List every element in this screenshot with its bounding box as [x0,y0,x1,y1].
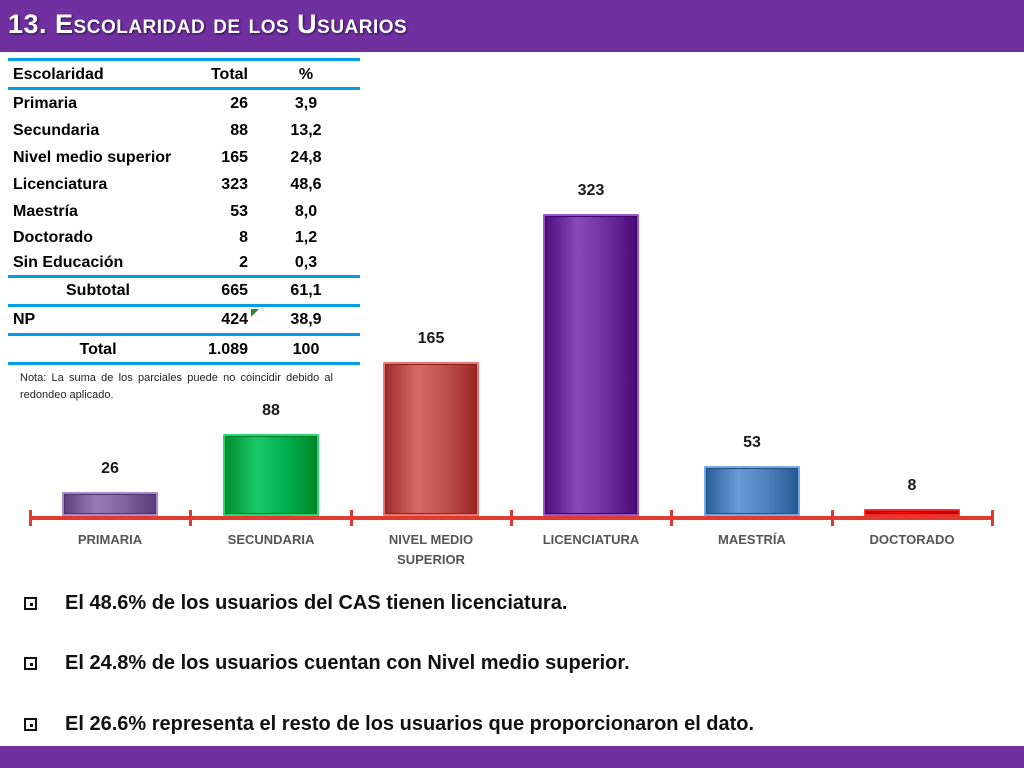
row-pct: 0,3 [294,254,318,271]
checkbox-bullet-icon [24,597,37,610]
table-bottom-line [8,362,360,365]
x-axis-tick [991,510,994,526]
row-total: 165 [221,149,248,166]
table-row: Maestría 53 8,0 [8,199,360,225]
table-top-line [8,58,360,61]
total-pct: 100 [292,341,320,358]
x-axis-tick [350,510,353,526]
row-total: 2 [239,254,248,271]
bullet-text: El 26.6% representa el resto de los usua… [65,713,755,735]
category-label: PRIMARIA [77,532,143,547]
table-np-line [8,304,360,307]
table-row: Sin Educación 2 0,3 [8,250,360,276]
bar-value-label: 8 [907,477,917,494]
category-label: NIVEL MEDIO SUPERIOR [388,532,474,567]
category-label: LICENCIATURA [542,532,640,547]
x-axis-tick [831,510,834,526]
table-row: Primaria 26 3,9 [8,91,360,117]
table-header-row: Escolaridad Total % [8,62,360,88]
bar-value-label: 323 [577,182,605,199]
table-header-line [8,87,360,90]
bar [383,362,479,516]
category-label: SECUNDARIA [227,532,315,547]
row-name: Nivel medio superior [13,149,172,166]
table-total-row: Total 1.089 100 [8,337,360,363]
table-total-line [8,333,360,336]
table-row: Doctorado 8 1,2 [8,225,360,251]
category-label: DOCTORADO [869,532,955,547]
row-name: Primaria [13,95,78,112]
subtotal-total: 665 [221,282,248,299]
header-total: Total [210,66,248,83]
title-bar: 13. Escolaridad de los Usuarios [0,0,1024,52]
table-subtotal-row: Subtotal 665 61,1 [8,278,360,304]
row-pct: 8,0 [294,203,318,220]
checkbox-bullet-icon [24,657,37,670]
x-axis-tick [510,510,513,526]
bar-value-label: 88 [262,402,280,419]
subtotal-label: Subtotal [66,282,130,299]
np-pct: 38,9 [290,311,322,328]
bar-value-label: 26 [101,460,119,477]
row-name: Licenciatura [13,176,108,193]
subtotal-pct: 61,1 [290,282,322,299]
row-total: 53 [230,203,248,220]
checkbox-bullet-icon [24,718,37,731]
bullet-text: El 48.6% de los usuarios del CAS tienen … [65,592,568,614]
bar-value-label: 165 [417,330,445,347]
np-label: NP [13,311,36,328]
bar [223,434,319,516]
row-pct: 1,2 [294,229,318,246]
row-total: 26 [230,95,248,112]
table-subtotal-line [8,275,360,278]
row-pct: 13,2 [290,122,322,139]
slide-title: 13. Escolaridad de los Usuarios [8,9,408,39]
row-name: Sin Educación [13,254,124,271]
row-pct: 3,9 [294,95,318,112]
x-axis-tick [670,510,673,526]
table-row: Nivel medio superior 165 24,8 [8,145,360,171]
x-axis-tick [29,510,32,526]
row-pct: 24,8 [290,149,322,166]
category-label: MAESTRÍA [718,532,786,547]
bar-value-label: 53 [743,434,761,451]
bar [543,214,639,516]
header-escolaridad: Escolaridad [13,66,104,83]
row-total: 8 [239,229,248,246]
row-total: 88 [230,122,248,139]
row-pct: 48,6 [290,176,322,193]
bullet-text: El 24.8% de los usuarios cuentan con Niv… [65,652,630,674]
bar [704,466,800,516]
row-name: Maestría [13,203,78,220]
np-total: 424 [221,311,248,328]
total-label: Total [79,341,117,358]
total-total: 1.089 [207,341,248,358]
education-table: Escolaridad Total % Primaria 26 3,9 Secu… [8,58,360,366]
bar [864,509,960,516]
cell-indicator-icon [251,309,259,317]
row-name: Secundaria [13,122,100,139]
header-pct: % [298,66,314,83]
x-axis-tick [189,510,192,526]
bar [62,492,158,516]
row-name: Doctorado [13,229,93,246]
table-row: Licenciatura 323 48,6 [8,172,360,198]
table-np-row: NP 424 38,9 [8,307,360,333]
table-row: Secundaria 88 13,2 [8,118,360,144]
footer-bar [0,746,1024,768]
table-note: Nota: La suma de los parciales puede no … [20,372,333,401]
row-total: 323 [221,176,248,193]
